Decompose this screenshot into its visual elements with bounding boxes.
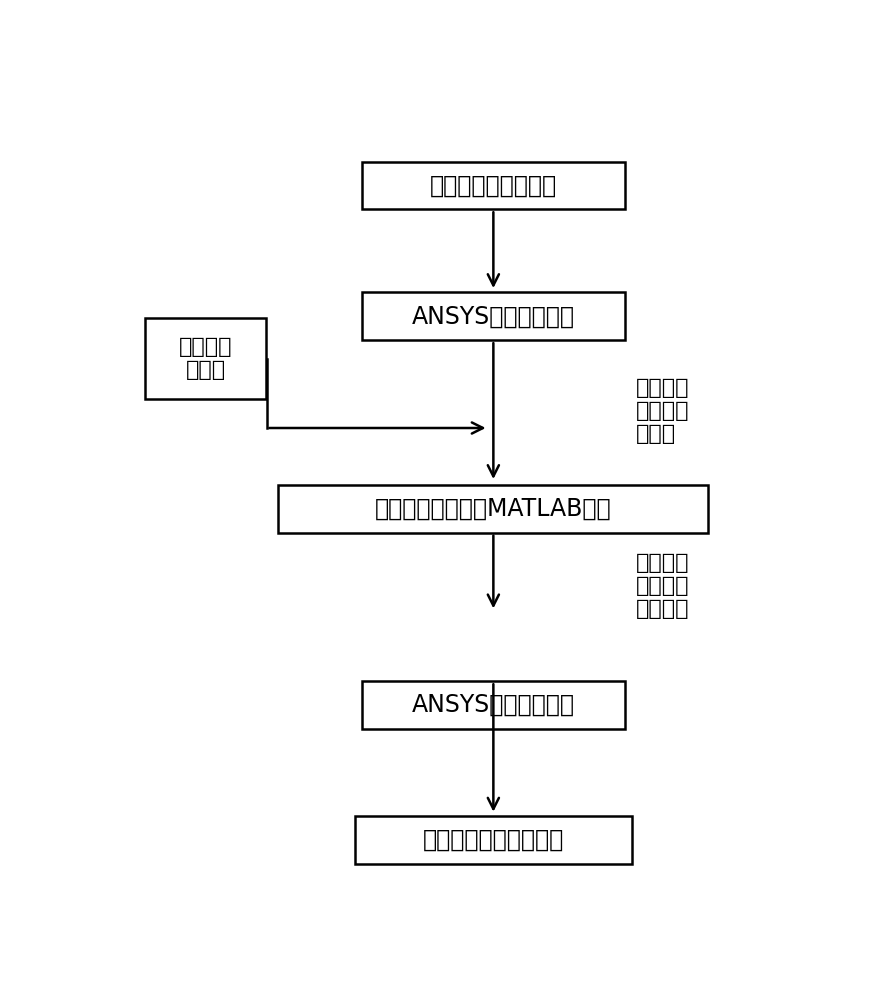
Text: 修正的分
形模型: 修正的分 形模型 <box>179 337 232 380</box>
Bar <box>361 681 624 729</box>
Bar <box>145 318 266 399</box>
Text: 固有频率和对应振型图: 固有频率和对应振型图 <box>422 828 563 852</box>
Bar <box>361 162 624 209</box>
Text: 建立结构结合面模型: 建立结构结合面模型 <box>429 173 556 197</box>
Text: ANSYS静态结构分析: ANSYS静态结构分析 <box>411 304 574 328</box>
Bar <box>354 816 631 864</box>
Text: ANSYS动态结构分析: ANSYS动态结构分析 <box>411 693 574 717</box>
Text: 利用分形模型进行MATLAB运算: 利用分形模型进行MATLAB运算 <box>375 497 611 521</box>
Text: 对应节点
的等效刚
度阻尼值: 对应节点 的等效刚 度阻尼值 <box>635 553 688 619</box>
Bar <box>278 485 708 533</box>
Bar <box>361 292 624 340</box>
Text: 提取结合
面各节点
压强值: 提取结合 面各节点 压强值 <box>635 378 688 444</box>
